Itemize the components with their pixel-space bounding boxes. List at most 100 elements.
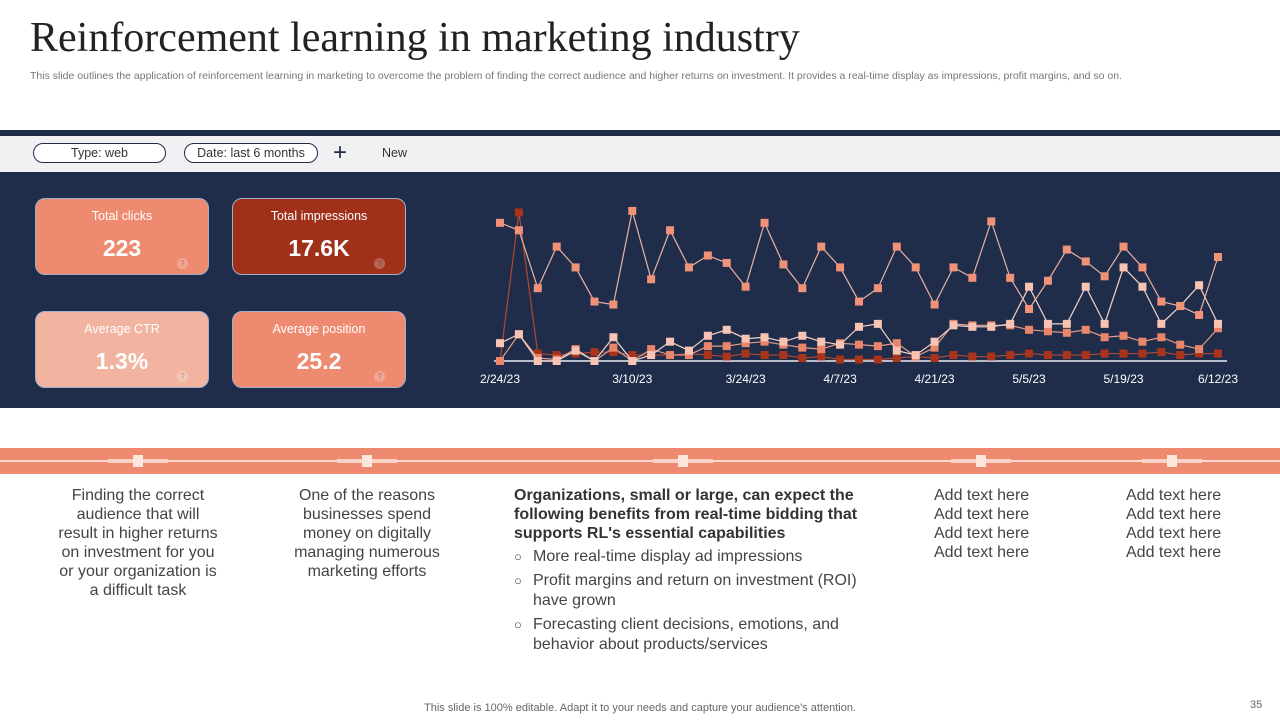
- data-point: [949, 351, 958, 360]
- data-point: [514, 330, 523, 339]
- data-point: [647, 275, 656, 284]
- text-line: Add text here: [934, 487, 1030, 504]
- performance-line-chart: 2/24/23 3/10/23 3/24/23 4/7/23 4/21/23 5/5/23…: [480, 206, 1238, 386]
- data-point: [741, 282, 750, 291]
- bullet-circle-icon: ○: [514, 549, 522, 564]
- data-point: [533, 357, 542, 365]
- data-point: [628, 206, 637, 215]
- kpi-card-average-position: Average position 25.2 ?: [232, 311, 406, 388]
- series-series-1: [496, 206, 1222, 319]
- data-point: [817, 345, 826, 354]
- data-point: [892, 346, 901, 355]
- data-point: [779, 351, 788, 360]
- data-point: [1195, 345, 1204, 354]
- data-point: [1119, 242, 1128, 251]
- data-point: [1214, 349, 1222, 358]
- data-point: [590, 297, 599, 306]
- data-point: [987, 352, 996, 361]
- data-point: [703, 251, 712, 260]
- data-point: [873, 319, 882, 328]
- data-point: [741, 349, 750, 358]
- timeline-connector-icon: [951, 455, 1011, 467]
- data-point: [514, 208, 523, 217]
- data-point: [703, 351, 712, 360]
- data-point: [1081, 282, 1090, 291]
- column-3-heading: Organizations, small or large, can expec…: [514, 487, 858, 542]
- data-point: [1195, 281, 1204, 290]
- data-point: [684, 346, 693, 355]
- data-point: [1100, 272, 1109, 281]
- data-point: [514, 226, 523, 235]
- data-point: [892, 354, 901, 363]
- data-point: [628, 351, 637, 360]
- help-icon[interactable]: ?: [374, 371, 385, 382]
- data-point: [1214, 253, 1222, 261]
- dashboard-panel: Total clicks 223 ? Total impressions 17.…: [0, 172, 1280, 408]
- data-point: [1138, 337, 1147, 346]
- bullet-circle-icon: ○: [514, 617, 522, 632]
- data-point: [779, 260, 788, 269]
- data-point: [552, 242, 561, 251]
- data-point: [1157, 333, 1166, 342]
- data-point: [968, 273, 977, 282]
- data-point: [1176, 340, 1185, 349]
- type-filter-pill[interactable]: Type: web: [33, 143, 166, 163]
- data-point: [892, 339, 901, 348]
- help-icon[interactable]: ?: [374, 258, 385, 269]
- data-point: [571, 346, 580, 355]
- text-line: result in higher returns: [58, 525, 218, 542]
- help-icon[interactable]: ?: [177, 371, 188, 382]
- data-point: [496, 339, 504, 348]
- data-point: [873, 284, 882, 293]
- date-filter-pill[interactable]: Date: last 6 months: [184, 143, 318, 163]
- data-point: [741, 334, 750, 343]
- data-point: [873, 342, 882, 351]
- data-point: [1119, 263, 1128, 272]
- data-point: [911, 263, 920, 272]
- data-point: [609, 300, 618, 309]
- kpi-label: Average position: [272, 322, 366, 336]
- filter-bar: Type: web Date: last 6 months + New: [0, 136, 1280, 172]
- bullet-circle-icon: ○: [514, 573, 522, 588]
- data-point: [609, 348, 618, 357]
- x-tick-label: 3/24/23: [726, 372, 766, 386]
- help-icon[interactable]: ?: [177, 258, 188, 269]
- plus-icon[interactable]: +: [333, 139, 348, 166]
- data-point: [1119, 349, 1128, 358]
- data-point: [496, 357, 504, 365]
- text-line: Add text here: [1126, 487, 1222, 504]
- data-point: [1100, 349, 1109, 358]
- data-point: [987, 322, 996, 331]
- data-point: [684, 263, 693, 272]
- data-point: [722, 352, 731, 361]
- x-tick-label: 6/12/23: [1198, 372, 1238, 386]
- list-item: ○ Profit margins and return on investment…: [514, 571, 874, 611]
- kpi-card-total-clicks: Total clicks 223 ?: [35, 198, 209, 275]
- text-line: managing numerous: [294, 544, 440, 561]
- data-point: [609, 333, 618, 342]
- kpi-card-total-impressions: Total impressions 17.6K ?: [232, 198, 406, 275]
- kpi-value: 25.2: [296, 348, 342, 374]
- timeline-connector-icon: [108, 455, 168, 467]
- data-point: [855, 297, 863, 306]
- data-point: [1214, 324, 1222, 333]
- data-point: [1043, 327, 1052, 336]
- data-point: [855, 355, 863, 364]
- data-point: [817, 242, 826, 251]
- data-point: [968, 352, 977, 361]
- data-point: [930, 300, 939, 309]
- text-line: marketing efforts: [307, 563, 427, 580]
- data-point: [836, 355, 845, 364]
- data-point: [628, 357, 637, 365]
- data-point: [949, 321, 958, 330]
- data-point: [647, 351, 656, 360]
- timeline-connector-icon: [653, 455, 713, 467]
- data-point: [930, 343, 939, 352]
- data-point: [703, 331, 712, 340]
- benefits-list: ○ More real-time display ad impressions ○…: [514, 547, 874, 655]
- new-filter-button[interactable]: New: [382, 146, 408, 160]
- data-point: [798, 343, 807, 352]
- data-point: [590, 348, 599, 357]
- column-3-text: Organizations, small or large, can expec…: [514, 486, 874, 659]
- text-line: businesses spend: [302, 506, 432, 523]
